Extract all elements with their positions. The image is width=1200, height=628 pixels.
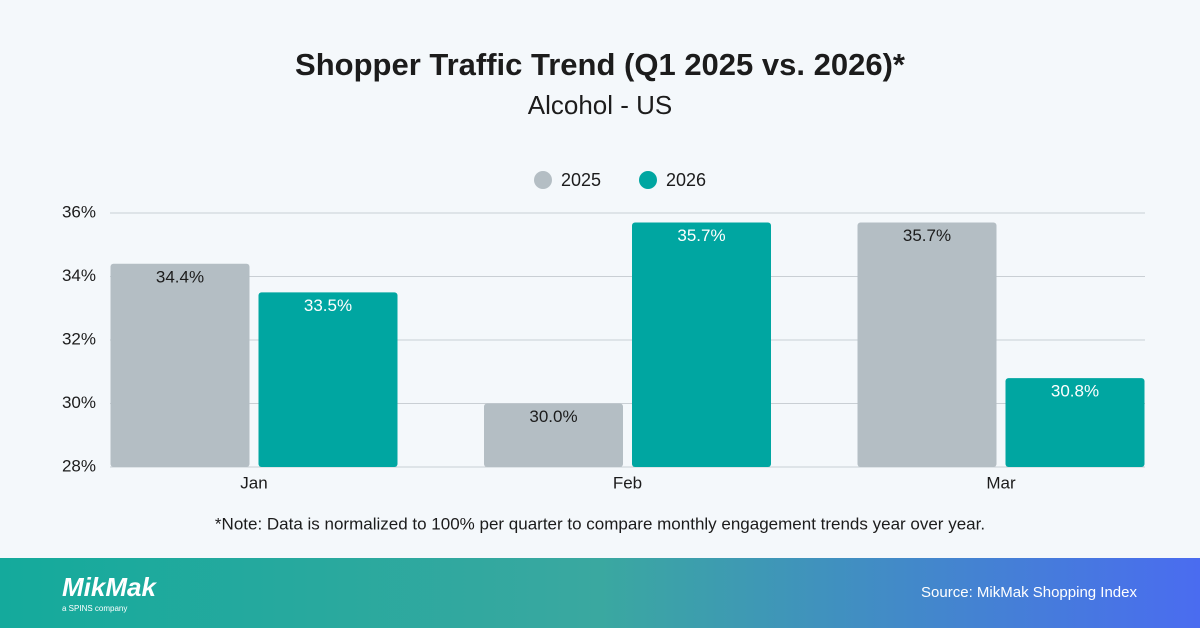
bar — [110, 263, 250, 467]
note: *Note: Data is normalized to 100% per qu… — [215, 514, 985, 533]
y-tick-label: 34% — [62, 266, 96, 285]
value-label: 35.7% — [903, 226, 951, 245]
bar — [857, 222, 997, 467]
legend-label: 2026 — [666, 170, 706, 190]
bar — [484, 403, 623, 467]
x-tick-label: Jan — [240, 473, 267, 492]
value-label: 33.5% — [304, 296, 352, 315]
value-label: 30.0% — [529, 407, 577, 426]
value-label: 35.7% — [677, 226, 725, 245]
chart-subtitle: Alcohol - US — [528, 90, 673, 120]
value-label: 34.4% — [156, 267, 204, 286]
footer-band — [0, 558, 1200, 628]
logo: MikMak — [62, 572, 157, 602]
x-tick-label: Mar — [986, 473, 1016, 492]
legend-label: 2025 — [561, 170, 601, 190]
bar — [258, 292, 398, 467]
legend-swatch — [534, 171, 552, 189]
y-tick-label: 30% — [62, 393, 96, 412]
value-label: 30.8% — [1051, 382, 1099, 401]
legend-swatch — [639, 171, 657, 189]
x-tick-label: Feb — [613, 473, 642, 492]
y-tick-label: 28% — [62, 456, 96, 475]
y-tick-label: 36% — [62, 202, 96, 221]
bar — [632, 222, 771, 467]
chart-title: Shopper Traffic Trend (Q1 2025 vs. 2026)… — [295, 47, 906, 82]
bar — [1005, 378, 1145, 467]
logo-tagline: a SPINS company — [62, 604, 127, 613]
y-tick-label: 32% — [62, 329, 96, 348]
source: Source: MikMak Shopping Index — [921, 584, 1137, 601]
